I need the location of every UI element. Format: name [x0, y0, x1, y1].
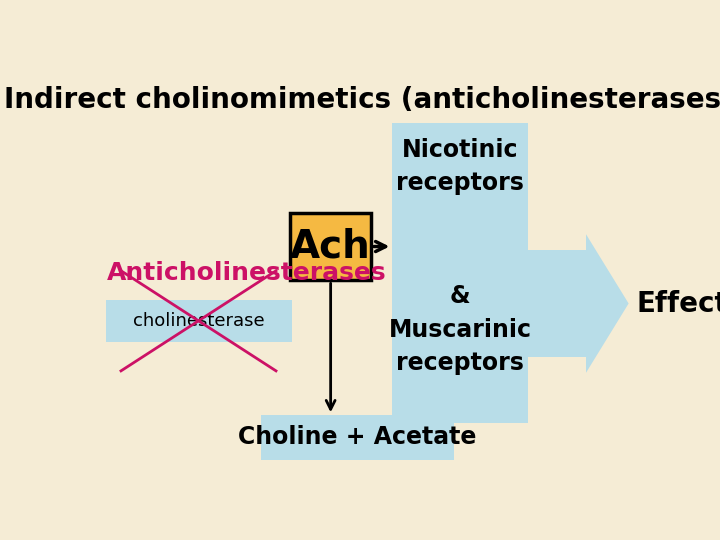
Text: cholinesterase: cholinesterase	[132, 312, 264, 330]
Text: Anticholinesterases: Anticholinesterases	[107, 261, 387, 285]
Bar	[392, 123, 528, 423]
Text: Ach: Ach	[290, 227, 371, 266]
Bar	[528, 249, 586, 357]
Text: Indirect cholinomimetics (anticholinesterases): Indirect cholinomimetics (anticholineste…	[4, 86, 720, 114]
Text: &
Muscarinic
receptors: & Muscarinic receptors	[389, 284, 531, 375]
Polygon shape	[586, 234, 629, 373]
Bar	[106, 300, 292, 342]
Text: Choline + Acetate: Choline + Acetate	[238, 426, 477, 449]
Text: Effects: Effects	[636, 289, 720, 318]
Bar	[290, 213, 372, 280]
Bar	[261, 415, 454, 460]
Text: Nicotinic
receptors: Nicotinic receptors	[396, 138, 524, 195]
